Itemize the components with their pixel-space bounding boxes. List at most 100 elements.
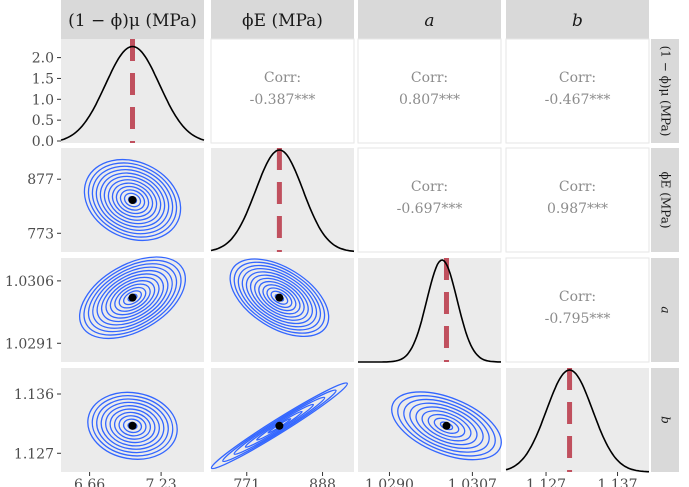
contour-line (210, 382, 348, 470)
y-tick-label: 1.5 (32, 71, 54, 87)
density-panel (211, 148, 354, 252)
contour-line (91, 395, 174, 457)
y-tick-label: 1.0 (32, 92, 54, 108)
contour-line (241, 268, 318, 328)
contour-line (397, 395, 496, 457)
column-header-strip (211, 0, 354, 39)
x-tick-label: 1.127 (526, 477, 566, 487)
contour-line (109, 408, 156, 444)
contour-line (270, 290, 289, 305)
contour-group (87, 391, 178, 460)
correlation-panel (505, 38, 650, 144)
contour-line (96, 398, 169, 454)
y-tick-label: 1.0291 (5, 336, 54, 352)
contour-line (233, 396, 326, 455)
contour-line (113, 411, 152, 440)
contour-line (433, 417, 460, 434)
contour-line (101, 273, 164, 323)
contour-line (96, 269, 169, 326)
contour-line (118, 286, 147, 309)
contour-group (83, 158, 182, 242)
y-tick-label: 773 (27, 226, 54, 242)
column-header-strip (506, 0, 649, 39)
contour-line (99, 172, 166, 228)
contour-line (105, 405, 160, 447)
contour-line (95, 169, 170, 231)
correlation-panel (210, 38, 355, 144)
contour-line (237, 264, 322, 331)
contour-group (78, 256, 187, 340)
contour-line (229, 258, 330, 338)
correlation-panel (357, 147, 502, 253)
row-header-label: b (659, 416, 673, 424)
contour-line (87, 391, 178, 460)
corr-label: Corr: (264, 70, 301, 86)
density-curve (358, 259, 501, 363)
row-header-strip (651, 39, 679, 143)
contour-line (262, 284, 297, 312)
corr-value: -0.467*** (545, 92, 611, 108)
corr-value: -0.387*** (250, 92, 316, 108)
contour-line (421, 410, 472, 442)
contour-panel (61, 368, 204, 472)
y-tick-label: 1.127 (14, 446, 54, 462)
contour-line (258, 280, 301, 315)
contour-line (254, 277, 305, 318)
contour-line (83, 259, 182, 336)
contour-line (119, 189, 146, 211)
corr-value: 0.807*** (399, 92, 460, 108)
density-panel (358, 258, 501, 362)
contour-line (123, 290, 142, 306)
contour-line (83, 158, 182, 242)
x-tick-label: 7.23 (146, 477, 177, 487)
contour-panel (358, 368, 501, 472)
contour-line (415, 406, 478, 446)
contour-group (229, 258, 330, 338)
x-tick-label: 1.137 (597, 477, 637, 487)
contour-line (266, 287, 293, 309)
y-tick-label: 877 (27, 172, 54, 188)
contour-line (87, 162, 178, 238)
contour-line (107, 179, 158, 221)
contour-line (114, 283, 151, 312)
corr-label: Corr: (559, 70, 596, 86)
row-header-strip (651, 148, 679, 252)
contour-line (249, 274, 309, 321)
contour-line (100, 401, 165, 450)
y-tick-label: 2.0 (32, 51, 54, 67)
contour-line (91, 165, 174, 235)
density-panel (506, 368, 649, 472)
y-tick-label: 1.136 (14, 387, 54, 403)
contour-line (391, 391, 502, 461)
y-tick-label: 0.5 (32, 113, 54, 129)
x-tick-label: 771 (233, 477, 260, 487)
x-tick-label: 1.0307 (448, 477, 497, 487)
contour-group (391, 391, 502, 461)
row-header-label: ϕE (MPa) (659, 171, 673, 228)
contour-line (122, 418, 143, 434)
point-estimate (128, 421, 137, 430)
column-header-strip (358, 0, 501, 39)
column-header-label: b (572, 11, 583, 31)
contour-line (109, 280, 156, 316)
corr-value: -0.795*** (545, 311, 611, 327)
contour-line (403, 398, 490, 453)
point-estimate (442, 421, 451, 430)
contour-line (118, 415, 147, 437)
density-curve (210, 149, 355, 253)
point-estimate (128, 293, 137, 302)
contour-line (123, 192, 142, 208)
contour-line (105, 276, 160, 319)
correlation-panel (505, 257, 650, 363)
column-header-label: ϕE (MPa) (242, 11, 323, 31)
corr-label: Corr: (559, 179, 596, 195)
correlation-panel (505, 147, 650, 253)
corr-label: Corr: (559, 289, 596, 305)
contour-line (87, 263, 178, 333)
contour-line (103, 175, 162, 225)
corr-label: Corr: (411, 70, 448, 86)
row-header-label: a (659, 306, 673, 313)
corr-label: Corr: (411, 179, 448, 195)
contour-line (222, 389, 337, 463)
corr-value: 0.987*** (547, 201, 608, 217)
